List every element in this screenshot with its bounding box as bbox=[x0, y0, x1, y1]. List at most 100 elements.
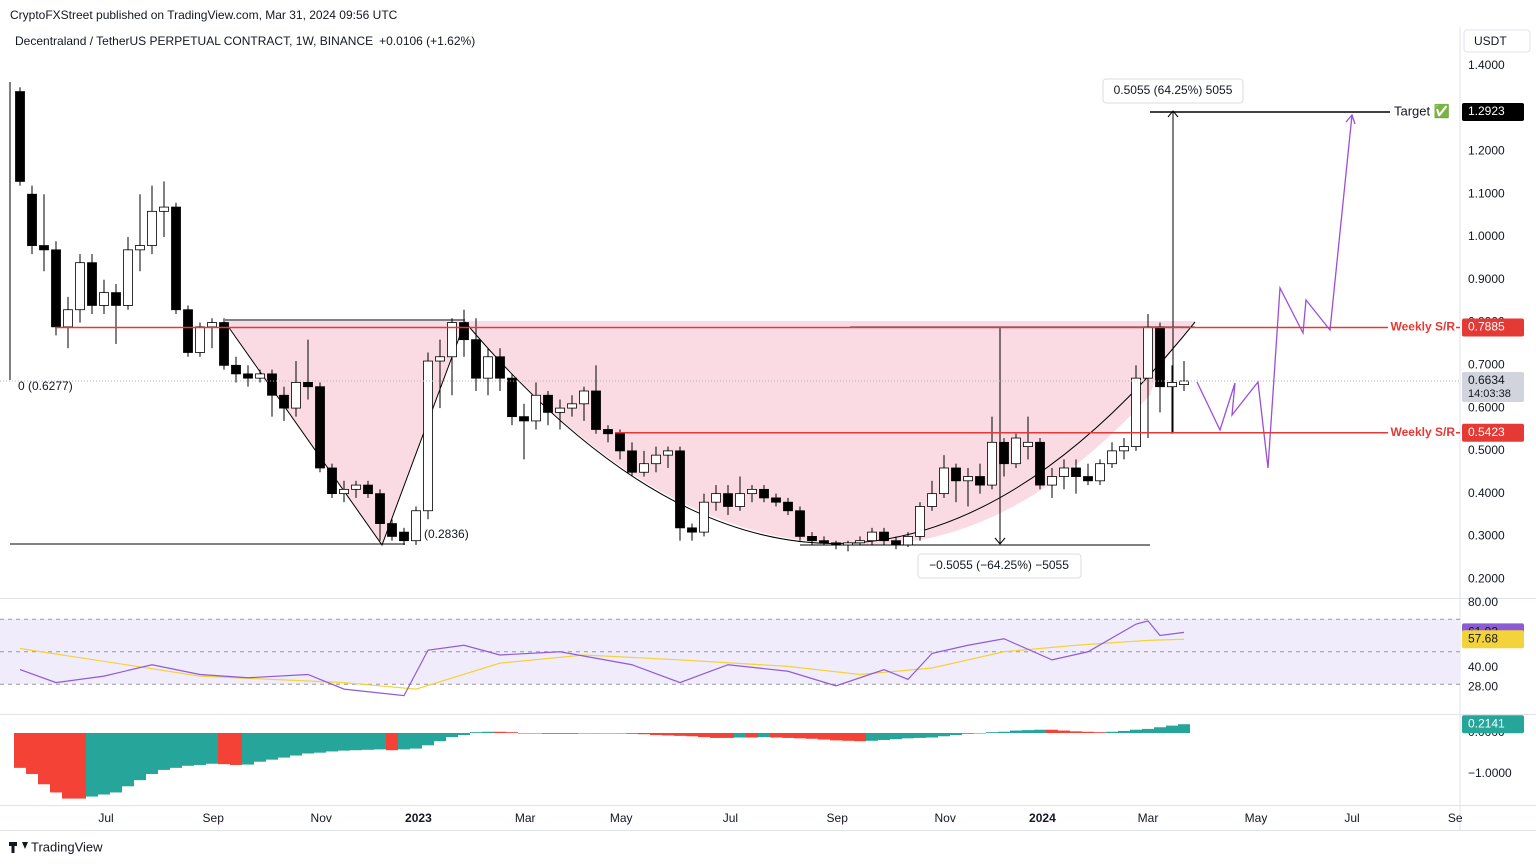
histogram-bar bbox=[998, 731, 1011, 733]
histogram-bar bbox=[842, 733, 855, 741]
candle-body bbox=[483, 356, 493, 379]
candle-body bbox=[255, 373, 265, 379]
x-tick-label: Nov bbox=[935, 811, 956, 825]
measure-box bbox=[917, 553, 1082, 579]
candle-body bbox=[87, 262, 97, 306]
candle-body bbox=[1059, 467, 1069, 477]
histogram-bar bbox=[986, 732, 999, 733]
candle-body bbox=[843, 542, 853, 546]
histogram-bar bbox=[962, 733, 975, 734]
candle-body bbox=[135, 245, 145, 251]
target-name: Target ✅ bbox=[1394, 103, 1450, 118]
candle-body bbox=[1155, 326, 1165, 388]
baseline-label: 0 (0.6277) bbox=[18, 379, 73, 393]
histogram-bar bbox=[1118, 730, 1131, 733]
candle-body bbox=[831, 542, 841, 546]
level-label-box bbox=[1462, 423, 1524, 442]
candle-body bbox=[375, 493, 385, 524]
histogram-bar bbox=[578, 733, 591, 734]
histogram-bar bbox=[254, 733, 267, 762]
histogram-bar bbox=[446, 733, 459, 738]
histogram-bar bbox=[1010, 730, 1023, 733]
histogram-bar bbox=[482, 731, 495, 733]
histogram-bar bbox=[98, 733, 111, 795]
y-tick-label: 1.4000 bbox=[1468, 58, 1505, 72]
candle-body bbox=[447, 322, 457, 358]
histogram-bar bbox=[218, 733, 231, 765]
histogram-bar bbox=[494, 731, 507, 733]
candle-body bbox=[783, 501, 793, 512]
histogram-bar bbox=[1082, 731, 1095, 733]
histogram-bar bbox=[110, 733, 123, 793]
candle-body bbox=[471, 339, 481, 379]
histogram-bar bbox=[326, 733, 339, 752]
level-name: Weekly S/R bbox=[1391, 320, 1456, 334]
y-tick-label: 0.5000 bbox=[1468, 443, 1505, 457]
histogram-bar bbox=[674, 733, 687, 736]
candle-body bbox=[495, 356, 505, 379]
histogram-bar bbox=[722, 733, 735, 738]
candles bbox=[15, 87, 1189, 552]
candle-body bbox=[771, 497, 781, 503]
level-label-box bbox=[1462, 318, 1524, 337]
histogram-bar bbox=[1058, 730, 1071, 733]
candle-body bbox=[1143, 326, 1153, 379]
histogram-bar bbox=[926, 733, 939, 738]
histogram-bar bbox=[386, 733, 399, 751]
candle-body bbox=[1071, 467, 1081, 477]
histogram-bar bbox=[86, 733, 99, 797]
candle-body bbox=[147, 210, 157, 246]
candle-body bbox=[171, 206, 181, 311]
arrow-head bbox=[1167, 110, 1179, 118]
x-tick-label: Mar bbox=[1138, 811, 1159, 825]
level-name-bg bbox=[1388, 319, 1456, 336]
histogram-bar bbox=[362, 733, 375, 750]
histogram-bar bbox=[158, 733, 171, 770]
candle-body bbox=[651, 454, 661, 465]
low-label: (0.2836) bbox=[424, 527, 469, 541]
histogram-bar bbox=[1070, 731, 1083, 733]
candle-body bbox=[231, 364, 241, 375]
candle-body bbox=[591, 390, 601, 430]
histogram-bar bbox=[374, 733, 387, 750]
x-tick-label: May bbox=[610, 811, 633, 825]
candle-body bbox=[75, 262, 85, 311]
histogram-bar bbox=[890, 733, 903, 740]
candle-body bbox=[195, 326, 205, 353]
macd-value-label: 0.2141 bbox=[1468, 716, 1505, 730]
v-line bbox=[224, 321, 466, 547]
currency-box bbox=[1463, 29, 1531, 53]
candle-body bbox=[1107, 450, 1117, 465]
candle-body bbox=[1011, 437, 1021, 465]
candle-body bbox=[315, 386, 325, 469]
y-tick-label: 1.1000 bbox=[1468, 186, 1505, 200]
histogram-bar bbox=[734, 733, 747, 738]
x-tick-label: 2023 bbox=[405, 811, 432, 825]
candle-body bbox=[567, 403, 577, 409]
candle-body bbox=[639, 463, 649, 473]
histogram-bar bbox=[1094, 732, 1107, 733]
histogram-bar bbox=[830, 733, 843, 741]
candle-body bbox=[519, 416, 529, 422]
candle-body bbox=[1047, 476, 1057, 486]
level-label: 0.5423 bbox=[1468, 425, 1505, 439]
candle-body bbox=[627, 450, 637, 473]
candle-body bbox=[423, 360, 433, 512]
rsi-value-label-box bbox=[1462, 630, 1524, 649]
candle-body bbox=[435, 356, 445, 362]
histogram-bar bbox=[782, 733, 795, 738]
currency: USDT bbox=[1474, 34, 1507, 48]
histogram-bar bbox=[206, 733, 219, 764]
histogram-bar bbox=[530, 733, 543, 734]
rsi-value-label: 57.68 bbox=[1468, 631, 1498, 645]
candle-body bbox=[543, 394, 553, 413]
histogram-bar bbox=[1166, 725, 1179, 733]
y-tick-label: 0.2000 bbox=[1468, 571, 1505, 585]
candle-body bbox=[207, 322, 217, 328]
candle-body bbox=[1179, 380, 1189, 385]
measure-label: 0.5055 (64.25%) 5055 bbox=[1114, 83, 1233, 97]
candle-body bbox=[1083, 476, 1093, 482]
candle-body bbox=[1119, 446, 1129, 452]
pink-zone bbox=[225, 321, 465, 545]
x-tick-label: Jul bbox=[1344, 811, 1359, 825]
